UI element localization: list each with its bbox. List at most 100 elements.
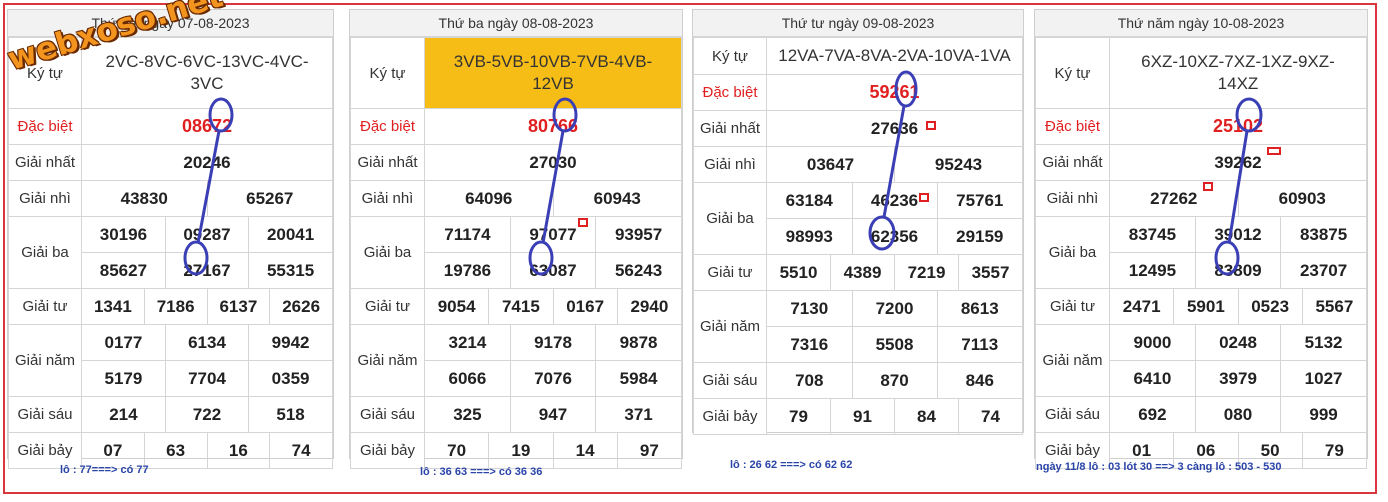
- prize-sixth: 325: [425, 397, 511, 432]
- prize-second: 60943: [552, 180, 682, 217]
- prize-seventh: 97: [616, 432, 683, 469]
- result-table: Ký tự 2VC-8VC-6VC-13VC-4VC- 3VC Đặc biệt 08…: [8, 37, 333, 469]
- label-dac-biet: Đặc biệt: [8, 108, 82, 145]
- prize-fifth: 5179: [82, 361, 166, 396]
- prize-fourth: 5567: [1301, 288, 1368, 325]
- prize-fifth: 6134: [165, 325, 250, 360]
- prize-sixth: 722: [165, 397, 250, 432]
- prize-third: 63184: [767, 183, 853, 218]
- label-nhi: Giải nhì: [350, 180, 425, 217]
- label-nhat: Giải nhất: [350, 144, 425, 181]
- prize-third: 63087: [510, 253, 597, 288]
- prize-fifth: 9942: [271, 332, 310, 352]
- prize-fourth: 2471: [1108, 288, 1175, 325]
- prize-second: 65267: [206, 180, 333, 217]
- panel-title: Thứ hai ngày 07-08-2023: [8, 10, 333, 37]
- footnote-mon: lô : 77===> có 77: [60, 464, 149, 476]
- prize-sixth: 080: [1195, 397, 1282, 432]
- prize-third: 55315: [266, 260, 315, 280]
- label-ba: Giải ba: [8, 216, 82, 289]
- prize-fourth: 7415: [488, 288, 554, 325]
- code-cell: 12VA-7VA-8VA-2VA-10VA-1VA: [766, 37, 1023, 75]
- prize-fifth: 7200: [852, 291, 938, 326]
- annotation-line: [882, 105, 906, 218]
- result-panel-thu: Thứ năm ngày 10-08-2023 Ký tự 6XZ-10XZ-7X…: [1034, 9, 1368, 469]
- prize-second: 95243: [894, 146, 1023, 183]
- label-bay: Giải bảy: [1035, 432, 1110, 469]
- prize-third: 23707: [1299, 260, 1348, 280]
- prize-third: 56243: [614, 260, 663, 280]
- prize-sixth: 947: [510, 397, 597, 432]
- prize-third: 30196: [82, 217, 166, 252]
- annotation-circle: [868, 215, 896, 251]
- red-square-marker: [1267, 147, 1281, 155]
- annotation-line: [1227, 130, 1249, 244]
- annotation-circle: [208, 97, 234, 133]
- prize-seventh: 91: [830, 398, 895, 435]
- prize-seventh: 84: [894, 398, 959, 435]
- prize-third: 20041: [266, 224, 315, 244]
- label-dac-biet: Đặc biệt: [1035, 108, 1110, 145]
- red-square-marker: [1203, 182, 1213, 191]
- prize-fifth: 9000: [1110, 325, 1196, 360]
- label-dac-biet: Đặc biệt: [350, 108, 425, 145]
- label-sau: Giải sáu: [350, 396, 425, 433]
- outer-frame: [3, 3, 1377, 494]
- prize-second: 43830: [81, 180, 208, 217]
- prize-fifth: 7130: [767, 291, 853, 326]
- label-bay: Giải bảy: [693, 398, 767, 435]
- result-panel-mon: Thứ hai ngày 07-08-2023 Ký tự 2VC-8VC-6VC…: [7, 9, 334, 469]
- prize-second: 60903: [1237, 180, 1367, 217]
- label-nhat: Giải nhất: [8, 144, 82, 181]
- prize-third: 98993: [767, 219, 853, 254]
- prize-seventh: 50: [1237, 432, 1303, 469]
- prize-third: 29159: [956, 226, 1004, 246]
- footnote-thu: ngày 11/8 lô : 03 lót 30 ==> 3 càng lô :…: [1036, 461, 1282, 473]
- prize-sixth: 692: [1110, 397, 1196, 432]
- prize-sixth: 870: [852, 363, 938, 398]
- prize-seventh: 79: [1301, 432, 1368, 469]
- prize-fifth: 6066: [425, 361, 511, 396]
- prize-special: 59261: [766, 74, 1023, 111]
- prize-fifth: 5984: [619, 368, 658, 388]
- label-ky-tu: Ký tự: [1035, 37, 1110, 109]
- annotation-circle: [1214, 240, 1240, 276]
- label-nam: Giải năm: [8, 324, 82, 397]
- prize-fifth: 3214: [425, 325, 511, 360]
- panel-title: Thứ năm ngày 10-08-2023: [1035, 10, 1367, 37]
- panel-title: Thứ ba ngày 08-08-2023: [350, 10, 682, 37]
- prize-fourth: 4389: [830, 254, 895, 291]
- code-cell: 6XZ-10XZ-7XZ-1XZ-9XZ- 14XZ: [1109, 37, 1367, 109]
- prize-first: 39262: [1109, 144, 1367, 181]
- prize-first: 27030: [424, 144, 682, 181]
- label-ky-tu: Ký tự: [350, 37, 425, 109]
- label-ky-tu: Ký tự: [693, 37, 767, 75]
- prize-seventh: 79: [766, 398, 831, 435]
- prize-fifth: 7076: [510, 361, 597, 396]
- prize-third: 83745: [1110, 217, 1196, 252]
- result-table: Ký tự 6XZ-10XZ-7XZ-1XZ-9XZ- 14XZ Đặc biệt 2…: [1035, 37, 1368, 469]
- prize-special: 08672: [81, 108, 333, 145]
- annotation-circle: [894, 70, 918, 108]
- prize-second: 03647: [766, 146, 895, 183]
- label-tu: Giải tư: [693, 254, 767, 291]
- panel-title: Thứ tư ngày 09-08-2023: [693, 10, 1023, 37]
- label-ba: Giải ba: [350, 216, 425, 289]
- result-panel-tue: Thứ ba ngày 08-08-2023 Ký tự 3VB-5VB-10VB…: [349, 9, 683, 469]
- label-nhi: Giải nhì: [693, 146, 767, 183]
- prize-fifth: 1027: [1304, 368, 1343, 388]
- label-ba: Giải ba: [693, 182, 767, 255]
- label-nam: Giải năm: [693, 290, 767, 363]
- prize-third: 09287: [165, 217, 250, 252]
- annotation-circle: [1235, 97, 1263, 133]
- prize-fifth: 7316: [767, 327, 853, 362]
- label-bay: Giải bảy: [8, 432, 82, 469]
- label-dac-biet: Đặc biệt: [693, 74, 767, 111]
- prize-fifth: 5508: [852, 327, 938, 362]
- label-tu: Giải tư: [1035, 288, 1110, 325]
- footnote-wed: lô : 26 62 ===> có 62 62: [730, 459, 853, 471]
- prize-second: 64096: [424, 180, 554, 217]
- annotation-circle: [183, 240, 209, 276]
- annotation-circle: [552, 97, 578, 133]
- prize-fourth: 6137: [206, 288, 271, 325]
